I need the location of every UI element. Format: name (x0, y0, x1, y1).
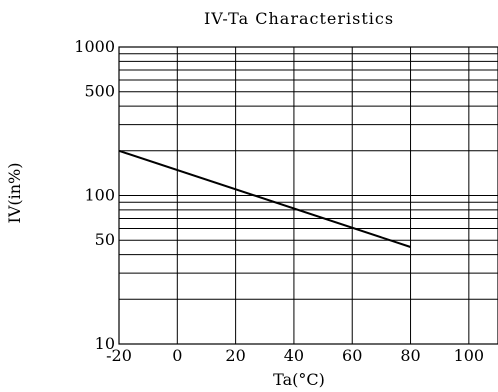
y-tick-label: 10 (95, 334, 115, 353)
y-tick-label: 50 (95, 230, 115, 249)
x-tick-label: 60 (342, 346, 362, 365)
chart-title: IV-Ta Characteristics (204, 9, 394, 28)
x-tick-label: 20 (225, 346, 245, 365)
x-tick-label: 100 (454, 346, 485, 365)
x-tick-labels: -20 0 20 40 60 80 100 (106, 346, 484, 365)
grid-lines (118, 46, 498, 345)
x-tick-label: 0 (172, 346, 182, 365)
y-tick-labels: 1000 500 100 50 10 (74, 37, 115, 353)
plot-frame (118, 46, 498, 345)
x-tick-label: 40 (284, 346, 304, 365)
y-tick-label: 100 (84, 186, 115, 205)
y-tick-label: 1000 (74, 37, 115, 56)
x-axis-label: Ta(°C) (273, 370, 325, 389)
x-tick-label: 80 (400, 346, 420, 365)
x-tick-label: -20 (106, 346, 132, 365)
series-line (118, 149, 411, 248)
y-tick-label: 500 (84, 82, 115, 101)
y-axis-label: IV(in%) (5, 163, 24, 224)
series-layer (118, 149, 411, 248)
